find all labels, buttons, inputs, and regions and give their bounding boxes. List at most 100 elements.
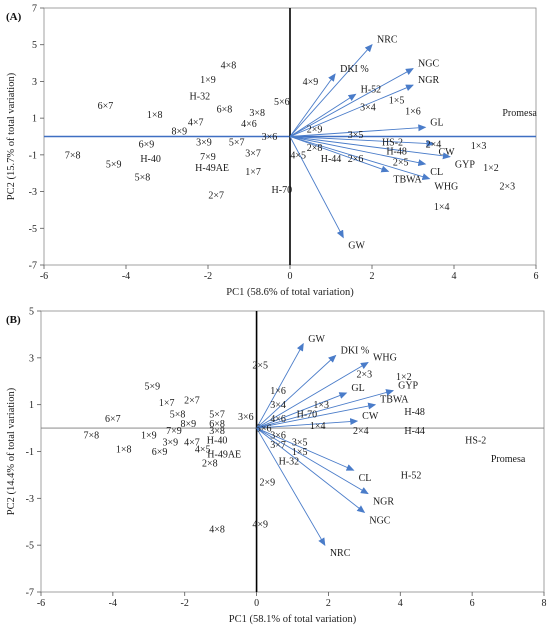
- panel-a-y-tick-label: -1: [29, 150, 37, 161]
- panel-a-x-tick-label: 6: [534, 271, 539, 282]
- panel-b-point-label: H-52: [401, 470, 422, 481]
- panel-a-point-label: 3×5: [348, 130, 364, 141]
- panel-b-point-label: H-40: [207, 435, 228, 446]
- panel-a-x-tick-label: 2: [370, 271, 375, 282]
- panel-b-point-label: 2×3: [357, 370, 373, 381]
- panel-a-point-label: 1×7: [245, 167, 261, 178]
- panel-a-x-tick-label: -2: [204, 271, 212, 282]
- panel-a-y-tick-label: -5: [29, 224, 37, 235]
- panel-a-point-label: 1×4: [434, 202, 450, 213]
- panel-a-y-tick-label: 7: [32, 4, 37, 15]
- panel-b-vector-label: NGR: [373, 497, 394, 508]
- panel-b-vector-arrow: [256, 427, 369, 495]
- panel-a-point-label: 4×7: [188, 117, 204, 128]
- panel-a-vector-label: WHG: [434, 182, 458, 193]
- panel-a-vector-label: DKI %: [340, 64, 369, 75]
- panel-a-y-tick-label: -3: [29, 187, 37, 198]
- panel-b-point-label: 1×8: [116, 445, 132, 456]
- panel-b-x-tick-label: 6: [470, 598, 475, 609]
- panel-b-vector-arrow: [256, 418, 359, 429]
- panel-b-x-tick-label: 2: [326, 598, 331, 609]
- panel-a-point-label: HS-2: [382, 138, 403, 149]
- panel-a-point-label: 2×8: [307, 143, 323, 154]
- panel-a-y-axis-title: PC2 (15.7% of total variation): [6, 72, 17, 200]
- panel-b-y-tick-label: -3: [26, 494, 34, 505]
- panel-a-point-label: 1×8: [147, 110, 163, 121]
- panel-a-vector-label: NGR: [418, 75, 439, 86]
- panel-b-point-label: 5×7: [209, 410, 225, 421]
- panel-a-vector-arrow: [289, 136, 390, 173]
- panel-a-x-tick-label: 0: [288, 271, 293, 282]
- panel-a-vector-arrow: [289, 124, 427, 137]
- panel-b-y-tick-label: -7: [26, 588, 34, 599]
- panel-b-point-label: 8×9: [180, 419, 196, 430]
- panel-b-point-label: 1×2: [396, 372, 412, 383]
- panel-a-point-label: 2×5: [393, 158, 409, 169]
- panel-b-x-tick-label: -4: [109, 598, 117, 609]
- panel-b-vector-label: CL: [359, 473, 372, 484]
- panel-a-x-axis-title: PC1 (58.6% of total variation): [226, 287, 354, 298]
- panel-a-point-label: 2×3: [499, 182, 515, 193]
- panel-a-vector-arrow: [289, 136, 431, 181]
- panel-a-x-tick-label: 4: [452, 271, 457, 282]
- panel-a-point-label: Promesa: [502, 108, 537, 119]
- panel-b-y-tick-label: 1: [29, 400, 34, 411]
- panel-b-vector-arrow: [256, 427, 326, 547]
- panel-a-point-label: H-70: [272, 185, 293, 196]
- panel-a-point-label: 2×7: [208, 191, 224, 202]
- panel-b-point-label: 1×6: [270, 386, 286, 397]
- panel-b-point-label: 3×6: [238, 412, 254, 423]
- panel-b-point-label: 2×8: [202, 459, 218, 470]
- panel-a-vector-label: GL: [430, 117, 443, 128]
- panel-b-point-label: 4×8: [209, 524, 225, 535]
- panel-a-point-label: 2×4: [426, 139, 442, 150]
- panel-a-y-tick-label: 3: [32, 77, 37, 88]
- panel-a-point-label: 3×6: [262, 132, 278, 143]
- panel-b-vector-label: WHG: [373, 353, 397, 364]
- panel-a-vector-label: H-52: [361, 84, 382, 95]
- panel-a-vector-label: NGC: [418, 59, 439, 70]
- panel-b-vector-label: GL: [351, 383, 364, 394]
- panel-b-vector-arrow: [256, 362, 369, 429]
- panel-a-point-label: 1×9: [200, 75, 216, 86]
- panel-a-vector-label: CL: [430, 167, 443, 178]
- panel-b-vector-arrow: [256, 342, 304, 429]
- panel-a-point-label: 5×9: [106, 160, 122, 171]
- panel-b-point-label: 7×8: [83, 431, 99, 442]
- panel-b-point-label: 1×9: [141, 431, 157, 442]
- panel-b-label: (B): [6, 314, 21, 326]
- panel-a-vector-arrow: [289, 136, 344, 239]
- panel-b-point-label: HS-2: [465, 435, 486, 446]
- panel-b-point-label: 3×5: [292, 438, 308, 449]
- panel-b-x-axis-title: PC1 (58.1% of total variation): [229, 614, 357, 625]
- panel-b-point-label: 3×7: [270, 440, 286, 451]
- panel-b-point-label: 1×5: [292, 447, 308, 458]
- panel-a-point-label: 4×6: [241, 119, 257, 130]
- panel-b-vector-arrow: [256, 427, 366, 513]
- panel-a-y-tick-label: 1: [32, 114, 37, 125]
- panel-a-vector-label: TBWA: [393, 174, 422, 185]
- panel-b-point-label: 2×9: [260, 477, 276, 488]
- panel-a-point-label: 1×6: [405, 106, 421, 117]
- panel-a-point-label: 6×8: [217, 104, 233, 115]
- panel-b-vector-label: NRC: [330, 548, 351, 559]
- panel-b-vector-arrow: [256, 427, 355, 471]
- panel-a-point-label: 7×8: [65, 150, 81, 161]
- panel-b-point-label: 3×9: [163, 438, 179, 449]
- panel-b-point-label: 7×9: [166, 426, 182, 437]
- panel-a-point-label: 1×2: [483, 163, 499, 174]
- panel-b-point-label: 6×9: [152, 447, 168, 458]
- panel-b-y-axis-title: PC2 (14.4% of total variation): [6, 387, 17, 515]
- panel-a-x-tick-label: -4: [122, 271, 130, 282]
- panel-b-point-label: H-49AE: [207, 449, 241, 460]
- panel-b-x-tick-label: 0: [254, 598, 259, 609]
- panel-a-point-label: 4×5: [290, 150, 306, 161]
- panel-b-point-label: 4×6: [270, 414, 286, 425]
- panel-b-point-label: 3×6: [270, 431, 286, 442]
- panel-a-point-label: 7×9: [200, 152, 216, 163]
- panel-b-point-label: 5×9: [145, 381, 161, 392]
- panel-b-point-label: 2×4: [353, 426, 369, 437]
- panel-b-point-label: H-70: [297, 410, 318, 421]
- panel-a-vector-arrow: [289, 136, 427, 167]
- panel-a-point-label: H-48: [386, 147, 407, 158]
